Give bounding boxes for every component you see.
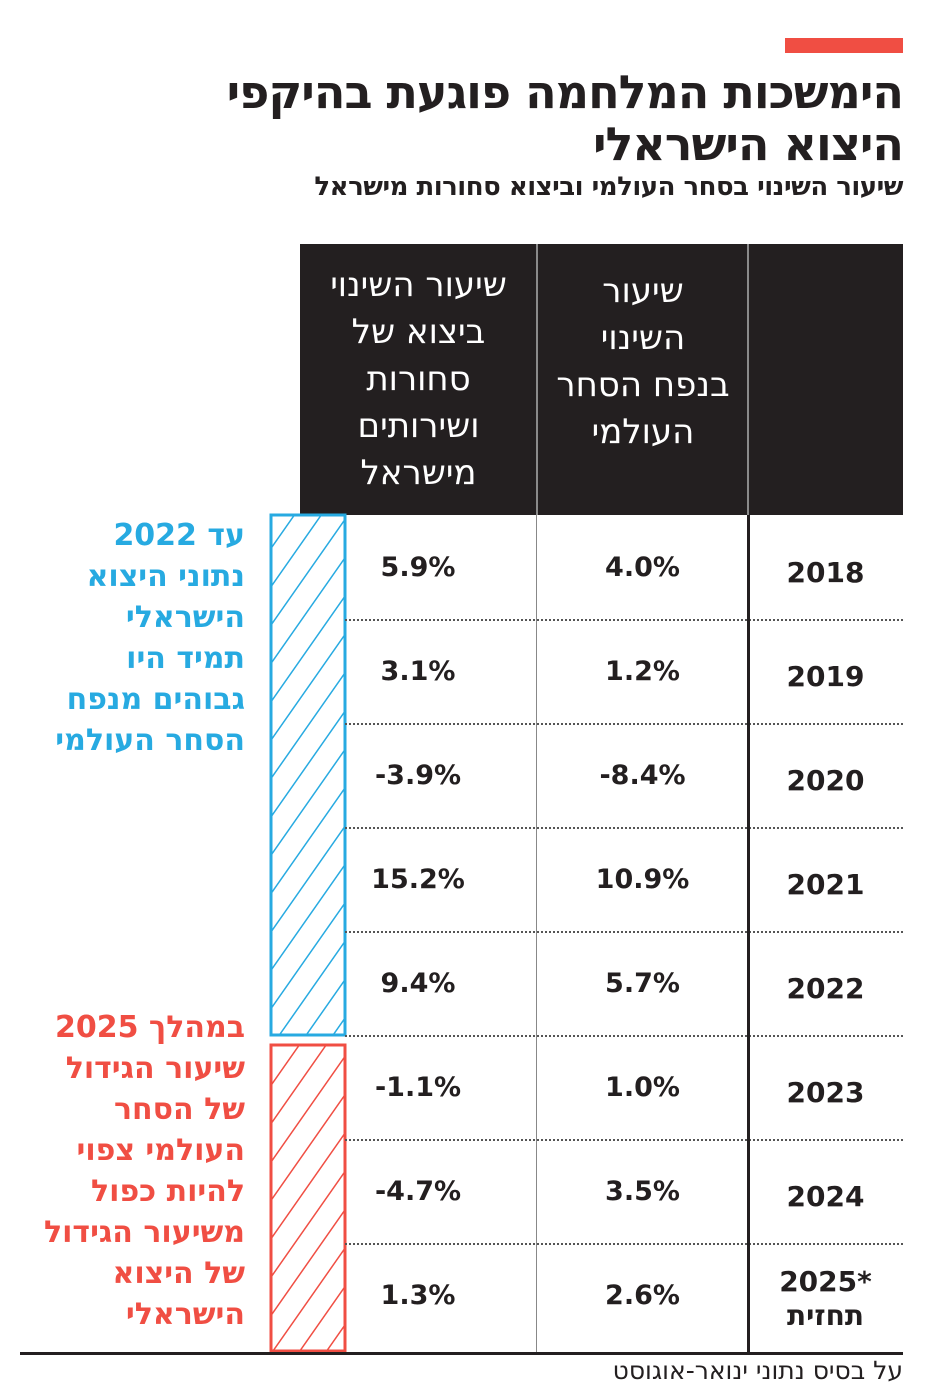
year-label: 2022 xyxy=(786,972,865,1005)
year-label: 2021 xyxy=(786,868,865,901)
annotation-line: משיעור הגידול xyxy=(43,1215,245,1250)
bottom-rule xyxy=(20,1352,903,1355)
header-line: מישראל xyxy=(360,453,477,493)
annotation-line: העולמי צפוי xyxy=(76,1133,245,1168)
table-row: 15.2% 10.9% 2021 xyxy=(345,827,903,933)
year-column-divider xyxy=(747,515,750,1352)
annotation-line: תמיד היו xyxy=(126,641,245,676)
annotation-line: הישראלי xyxy=(125,600,245,635)
year-label: 2020 xyxy=(786,764,865,797)
year-cell: 2023 xyxy=(748,1035,903,1139)
israel-exports-value: 15.2% xyxy=(371,863,465,895)
header-line: ושירותים xyxy=(357,406,480,446)
israel-exports-value: 1.3% xyxy=(380,1279,456,1311)
title-line-1: הימשכות המלחמה פוגעת בהיקפי xyxy=(226,65,904,119)
header-line: שיעור xyxy=(602,271,684,311)
year-cell: 2021 xyxy=(748,827,903,931)
red-hatch-box xyxy=(269,1043,347,1353)
year-label: 2025* xyxy=(779,1265,872,1298)
israel-exports-value: -3.9% xyxy=(374,759,462,791)
header-line: בנפח הסחר xyxy=(556,365,730,405)
title-line-2: היצוא הישראלי xyxy=(592,117,904,171)
year-label: 2018 xyxy=(786,556,865,589)
year-cell: 2025* תחזית xyxy=(748,1243,903,1347)
annotation-line: במהלך 2025 xyxy=(54,1010,245,1045)
table-row: 3.1% 1.2% 2019 xyxy=(345,619,903,725)
table-row: 9.4% 5.7% 2022 xyxy=(345,931,903,1037)
year-cell: 2018 xyxy=(748,515,903,619)
israel-exports-value: 5.9% xyxy=(380,551,456,583)
world-trade-value: 1.0% xyxy=(605,1071,680,1103)
annotation-line: להיות כפול xyxy=(91,1174,245,1209)
year-label: 2023 xyxy=(786,1076,865,1109)
year-cell: 2019 xyxy=(748,619,903,723)
year-note: תחזית xyxy=(787,1299,864,1332)
table-row: -1.1% 1.0% 2023 xyxy=(345,1035,903,1141)
world-trade-value: -8.4% xyxy=(599,759,686,791)
header-divider xyxy=(747,244,749,515)
israel-exports-value: -4.7% xyxy=(374,1175,462,1207)
accent-bar xyxy=(785,38,903,53)
year-cell: 2022 xyxy=(748,931,903,1035)
header-line: שיעור השינוי xyxy=(330,265,507,305)
world-trade-value: 3.5% xyxy=(605,1175,680,1207)
annotation-blue: עד 2022 נתוני היצוא הישראלי תמיד היו גבו… xyxy=(55,515,245,761)
israel-exports-value: 3.1% xyxy=(380,655,456,687)
annotation-line: של היצוא xyxy=(112,1256,245,1291)
table-row: 5.9% 4.0% 2018 xyxy=(345,515,903,621)
israel-exports-value: -1.1% xyxy=(374,1071,462,1103)
table-header: שיעור השינוי ביצוא של סחורות ושירותים מי… xyxy=(300,244,903,515)
annotation-line: גבוהים מנפח xyxy=(66,682,245,717)
table-row: -3.9% -8.4% 2020 xyxy=(345,723,903,829)
header-line: ביצוא של xyxy=(351,312,486,352)
annotation-line: של הסחר xyxy=(113,1092,245,1127)
subtitle: שיעור השינוי בסחר העולמי וביצוא סחורות מ… xyxy=(314,172,903,202)
header-world-trade: שיעור השינוי בנפח הסחר העולמי xyxy=(538,244,748,515)
world-trade-value: 2.6% xyxy=(605,1279,680,1311)
annotation-line: נתוני היצוא xyxy=(86,559,245,594)
hatched-markers xyxy=(269,513,347,1353)
world-trade-value: 10.9% xyxy=(595,863,690,895)
header-line: השינוי xyxy=(600,318,686,358)
header-israel-exports: שיעור השינוי ביצוא של סחורות ושירותים מי… xyxy=(300,244,537,515)
year-cell: 2020 xyxy=(748,723,903,827)
blue-hatch-box xyxy=(269,513,347,1037)
header-line: סחורות xyxy=(366,359,471,399)
year-label: 2024 xyxy=(786,1180,865,1213)
annotation-line: הישראלי xyxy=(125,1297,245,1332)
table-row: 1.3% 2.6% 2025* תחזית xyxy=(345,1243,903,1347)
annotation-line: שיעור הגידול xyxy=(65,1051,245,1086)
column-divider xyxy=(536,515,537,1352)
world-trade-value: 4.0% xyxy=(605,551,680,583)
world-trade-value: 1.2% xyxy=(605,655,680,687)
annotation-red: במהלך 2025 שיעור הגידול של הסחר העולמי צ… xyxy=(44,1007,245,1335)
world-trade-value: 5.7% xyxy=(605,967,680,999)
annotation-line: הסחר העולמי xyxy=(55,723,245,758)
year-label: 2019 xyxy=(786,660,865,693)
footnote: על בסיס נתוני ינואר-אוגוסט xyxy=(612,1356,903,1385)
header-line: העולמי xyxy=(591,412,695,452)
table-row: -4.7% 3.5% 2024 xyxy=(345,1139,903,1245)
header-divider xyxy=(536,244,538,515)
annotation-line: עד 2022 xyxy=(113,518,245,553)
year-cell: 2024 xyxy=(748,1139,903,1243)
israel-exports-value: 9.4% xyxy=(380,967,456,999)
